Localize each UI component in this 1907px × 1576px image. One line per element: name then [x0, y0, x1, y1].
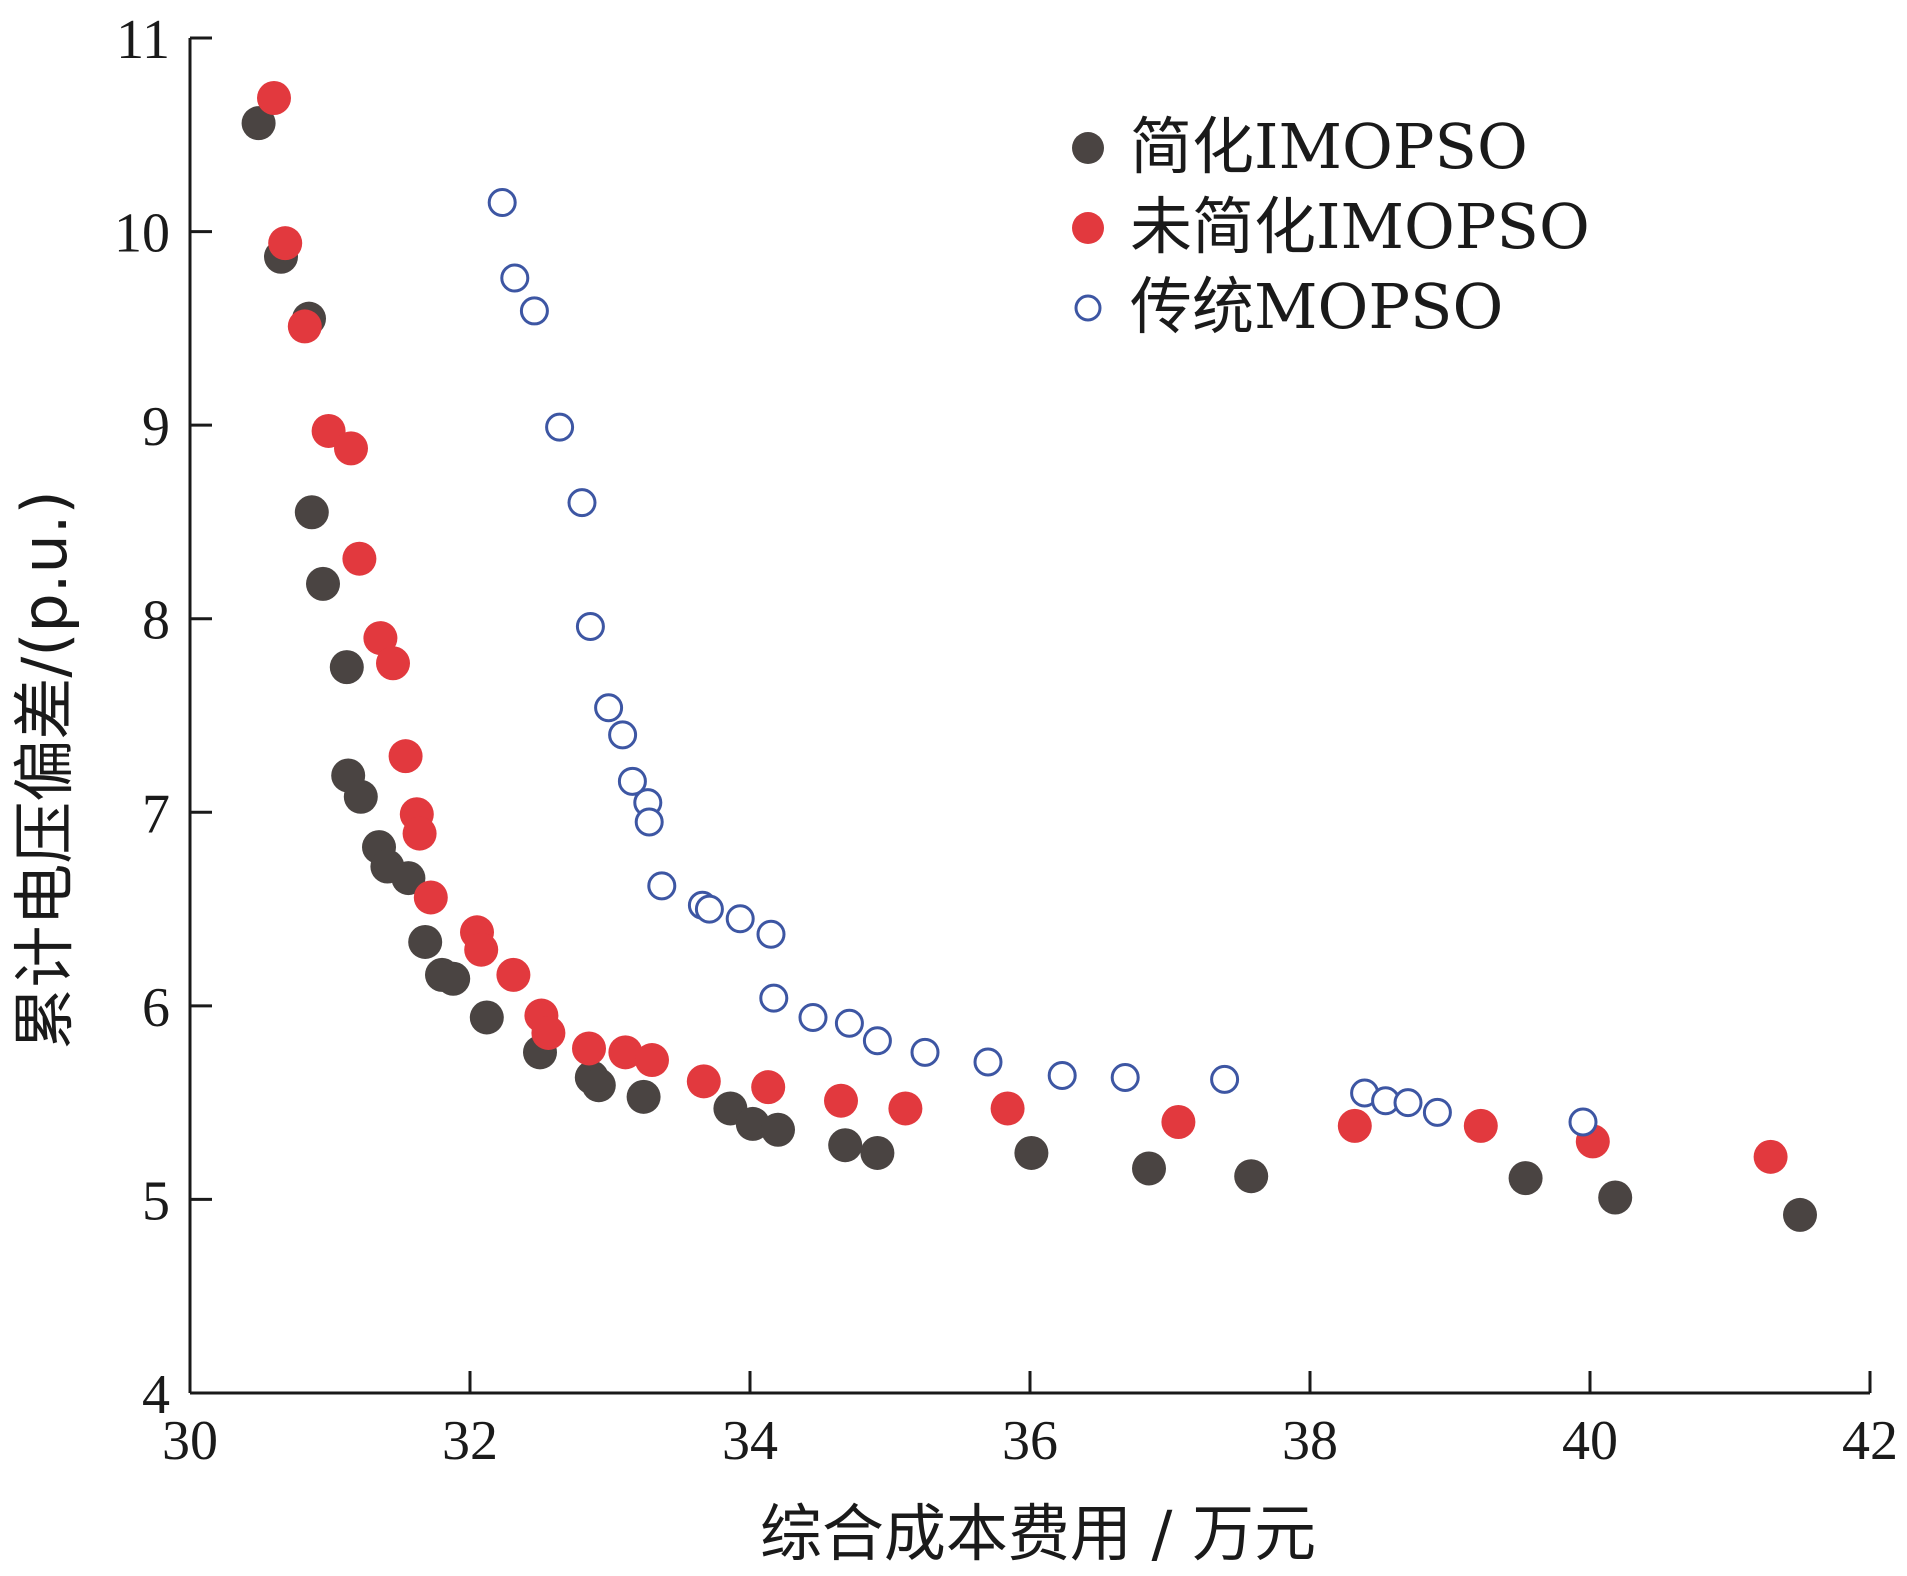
point-unsimplified-imopso	[635, 1043, 669, 1078]
y-tick-label: 6	[142, 977, 170, 1039]
legend-label-simplified: 简化IMOPSO	[1130, 110, 1528, 183]
point-simplified-imopso	[391, 861, 426, 896]
y-tick-label: 8	[142, 590, 170, 652]
point-unsimplified-imopso	[413, 880, 448, 915]
point-traditional-mopso	[725, 904, 755, 934]
point-simplified-imopso	[1598, 1180, 1633, 1215]
point-traditional-mopso	[575, 611, 605, 641]
point-unsimplified-imopso	[388, 739, 423, 774]
point-unsimplified-imopso	[376, 646, 410, 681]
point-unsimplified-imopso	[572, 1031, 606, 1066]
point-unsimplified-imopso	[751, 1070, 786, 1105]
point-unsimplified-imopso	[1753, 1139, 1788, 1174]
point-simplified-imopso	[860, 1135, 895, 1170]
point-unsimplified-imopso	[496, 957, 531, 992]
point-traditional-mopso	[487, 188, 517, 218]
point-unsimplified-imopso	[402, 816, 437, 851]
point-traditional-mopso	[545, 412, 575, 442]
point-unsimplified-imopso	[287, 309, 322, 344]
point-unsimplified-imopso	[1161, 1105, 1196, 1139]
point-simplified-imopso	[626, 1079, 661, 1114]
point-simplified-imopso	[306, 566, 340, 601]
point-unsimplified-imopso	[531, 1015, 566, 1050]
point-simplified-imopso	[1132, 1151, 1166, 1186]
point-simplified-imopso	[329, 650, 364, 685]
point-traditional-mopso	[1210, 1064, 1240, 1094]
point-traditional-mopso	[1422, 1097, 1452, 1127]
point-simplified-imopso	[828, 1128, 863, 1163]
point-unsimplified-imopso	[888, 1091, 923, 1126]
point-simplified-imopso	[1508, 1161, 1543, 1196]
point-unsimplified-imopso	[464, 932, 499, 967]
data-points	[241, 81, 1817, 1232]
point-traditional-mopso	[910, 1037, 940, 1067]
point-simplified-imopso	[1014, 1135, 1049, 1170]
legend-label-unsimplified: 未简化IMOPSO	[1130, 190, 1590, 263]
point-traditional-mopso	[608, 720, 638, 750]
point-simplified-imopso	[241, 106, 276, 141]
point-traditional-mopso	[694, 894, 724, 924]
point-traditional-mopso	[1110, 1062, 1140, 1092]
point-traditional-mopso	[1568, 1107, 1598, 1137]
point-unsimplified-imopso	[257, 81, 291, 116]
point-traditional-mopso	[973, 1047, 1003, 1077]
point-traditional-mopso	[756, 919, 786, 949]
x-tick-label: 34	[722, 1410, 778, 1472]
x-tick-label: 40	[1562, 1410, 1618, 1472]
x-tick-label: 42	[1842, 1410, 1898, 1472]
point-traditional-mopso	[834, 1008, 864, 1038]
point-unsimplified-imopso	[268, 226, 303, 261]
legend-marker-unsimplified	[1072, 212, 1104, 244]
point-traditional-mopso	[798, 1002, 828, 1032]
point-simplified-imopso	[1783, 1197, 1817, 1232]
point-simplified-imopso	[761, 1112, 795, 1147]
y-tick-label: 7	[142, 783, 170, 845]
point-traditional-mopso	[594, 693, 624, 723]
point-simplified-imopso	[1234, 1159, 1269, 1194]
x-axis-title: 综合成本费用 / 万元	[760, 1497, 1316, 1570]
point-unsimplified-imopso	[334, 431, 368, 466]
point-simplified-imopso	[469, 1000, 504, 1035]
y-tick-label: 10	[114, 203, 170, 265]
point-traditional-mopso	[617, 766, 647, 796]
point-traditional-mopso	[634, 807, 664, 837]
y-tick-label: 4	[142, 1364, 170, 1426]
point-traditional-mopso	[519, 296, 549, 326]
point-traditional-mopso	[1047, 1061, 1077, 1091]
point-traditional-mopso	[567, 488, 597, 518]
point-simplified-imopso	[343, 779, 378, 814]
point-unsimplified-imopso	[363, 621, 398, 656]
x-tick-label: 36	[1002, 1410, 1058, 1472]
point-simplified-imopso	[436, 961, 471, 996]
point-simplified-imopso	[408, 924, 443, 959]
point-traditional-mopso	[1393, 1088, 1423, 1118]
x-tick-label: 30	[162, 1410, 218, 1472]
point-unsimplified-imopso	[990, 1091, 1025, 1126]
point-simplified-imopso	[581, 1068, 616, 1103]
legend-marker-simplified	[1072, 132, 1104, 164]
point-traditional-mopso	[500, 263, 530, 293]
point-unsimplified-imopso	[342, 541, 377, 576]
x-tick-label: 38	[1282, 1410, 1338, 1472]
legend: 简化IMOPSO 未简化IMOPSO 传统MOPSO	[1072, 110, 1590, 343]
point-unsimplified-imopso	[1337, 1108, 1372, 1143]
point-unsimplified-imopso	[1463, 1108, 1498, 1143]
point-unsimplified-imopso	[824, 1083, 858, 1118]
legend-label-traditional: 传统MOPSO	[1130, 270, 1503, 343]
legend-marker-traditional	[1074, 294, 1102, 322]
point-simplified-imopso	[294, 495, 329, 530]
axes: 30 32 34 36 38 40 42 4 5 6 7 8 9 10 11	[114, 9, 1898, 1472]
y-tick-label: 5	[142, 1170, 170, 1232]
point-traditional-mopso	[647, 871, 677, 901]
point-unsimplified-imopso	[608, 1035, 643, 1070]
y-axis-title: 累计电压偏差/(p.u.)	[8, 490, 81, 1049]
point-traditional-mopso	[759, 983, 789, 1013]
point-unsimplified-imopso	[686, 1064, 721, 1099]
y-tick-label: 11	[116, 9, 170, 71]
point-traditional-mopso	[862, 1026, 892, 1056]
x-tick-label: 32	[442, 1410, 498, 1472]
y-tick-label: 9	[142, 396, 170, 458]
